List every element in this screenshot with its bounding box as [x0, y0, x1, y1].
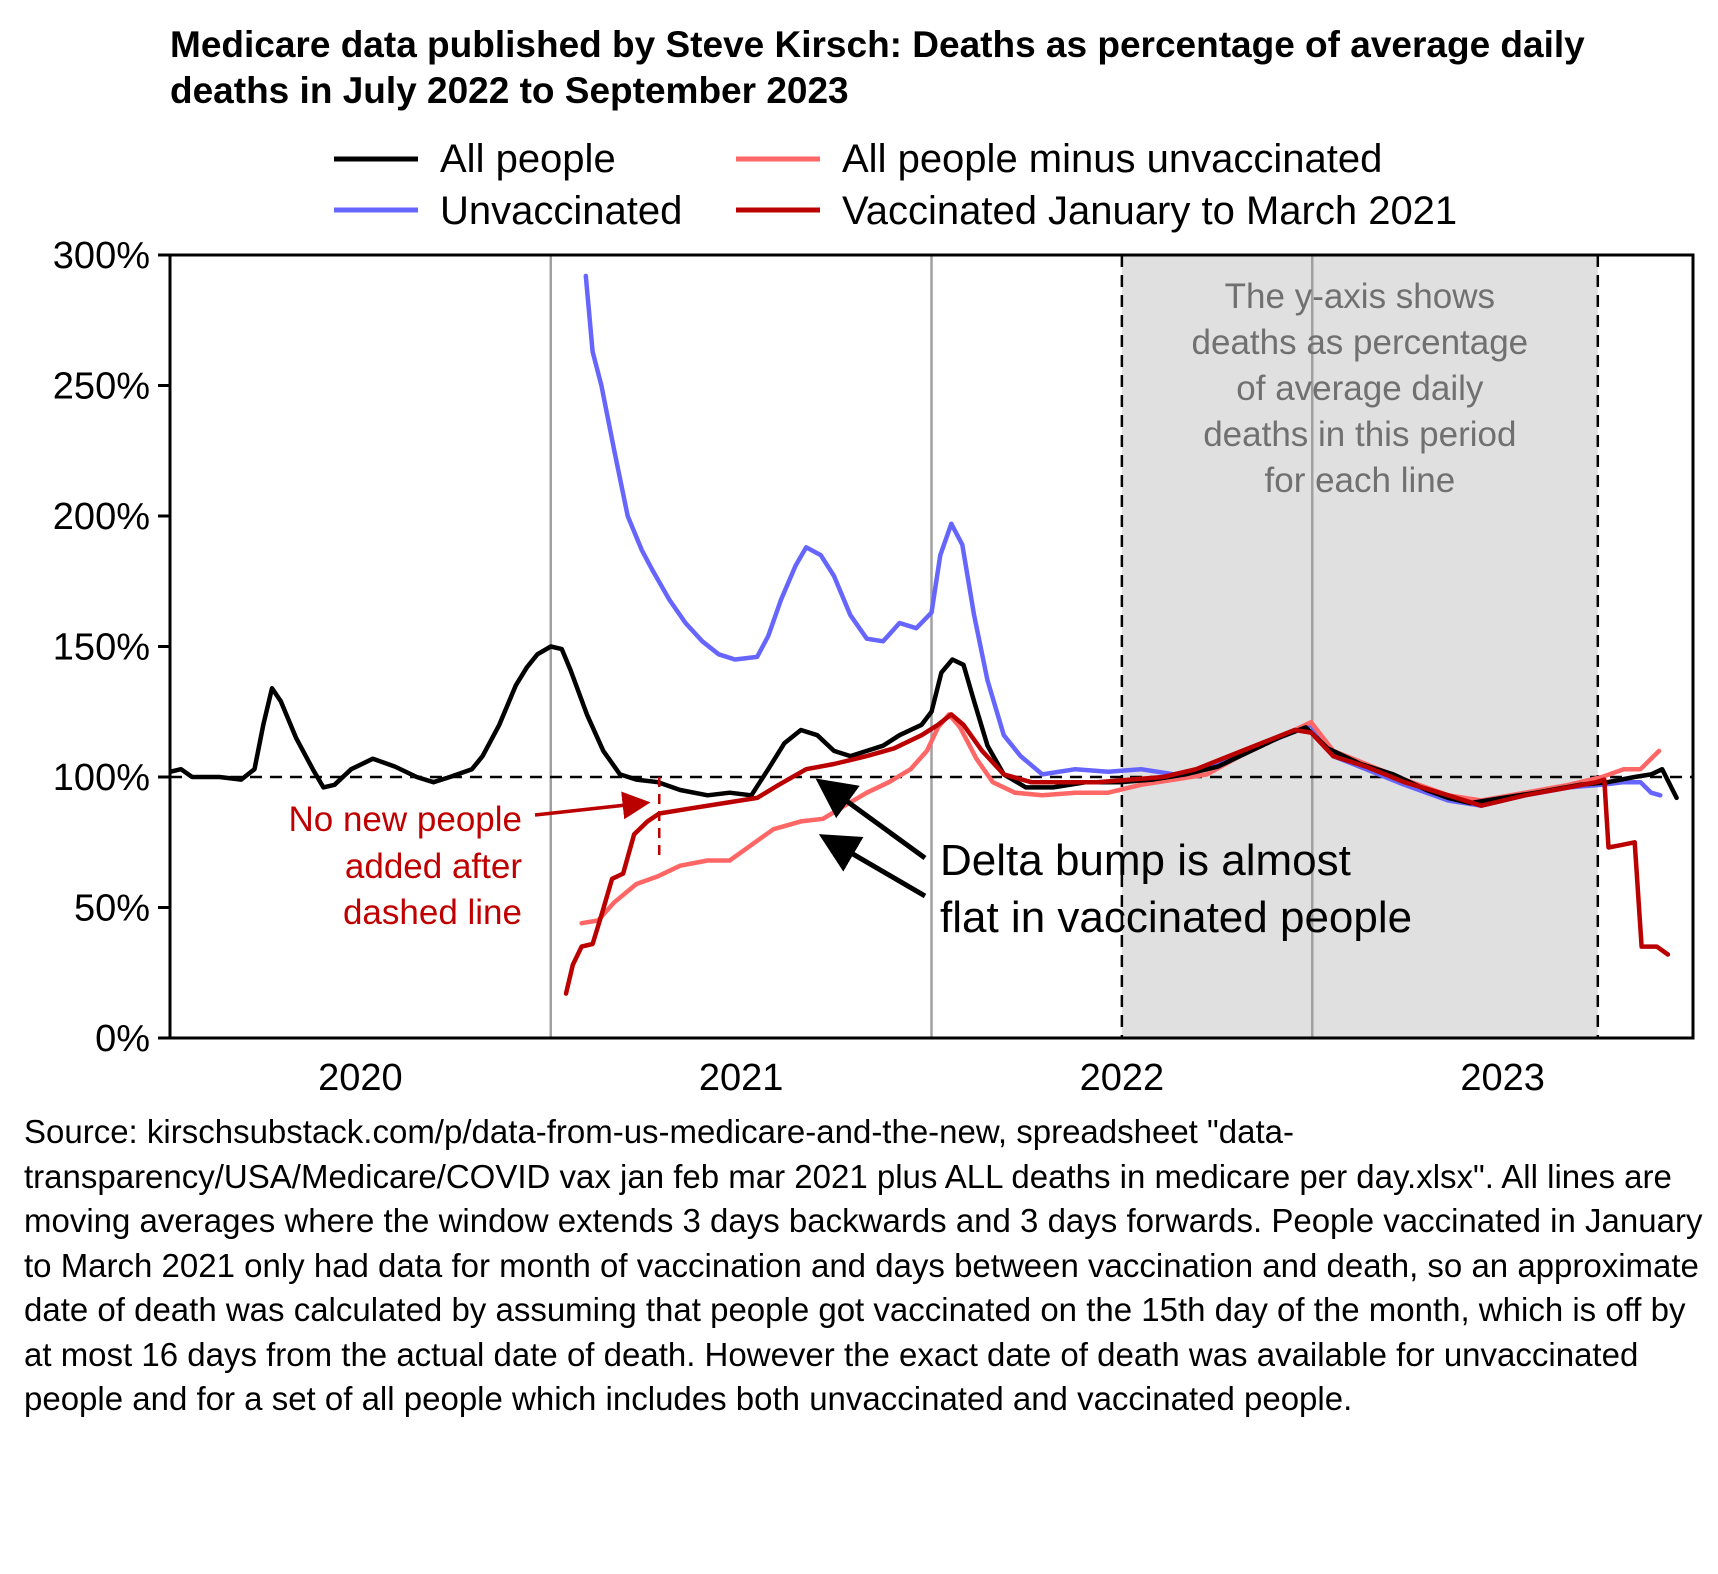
y-tick-label: 200% — [53, 496, 150, 538]
chart-title: Medicare data published by Steve Kirsch:… — [170, 24, 1585, 111]
y-tick-label: 0% — [95, 1018, 150, 1060]
y-tick-label: 250% — [53, 366, 150, 408]
legend: All people Unvaccinated All people minus… — [334, 137, 1457, 233]
legend-label: All people — [440, 137, 616, 181]
series-group — [170, 273, 1679, 996]
delta-bump-label: Delta bump is almost flat in vaccinated … — [940, 836, 1412, 942]
shaded-period-boundaries — [1120, 255, 1600, 1038]
delta-arrow-vaccinated — [815, 778, 927, 861]
annotation-line: flat in vaccinated people — [940, 893, 1412, 942]
legend-item-unvaccinated: Unvaccinated — [334, 189, 682, 233]
annotation-line: dashed line — [343, 893, 522, 932]
x-axis: 2020 2021 2022 2023 — [318, 1057, 1545, 1099]
annotation-line: Delta bump is almost — [940, 836, 1351, 885]
note-line: deaths as percentage — [1192, 323, 1529, 362]
y-axis: 0% 50% 100% 150% 200% 250% 300% — [53, 235, 170, 1060]
legend-item-all-minus-unvaccinated: All people minus unvaccinated — [736, 137, 1382, 181]
legend-label: Unvaccinated — [440, 189, 682, 233]
no-new-people-label: No new people added after dashed line — [289, 800, 523, 932]
legend-item-vaccinated-jan-mar-2021: Vaccinated January to March 2021 — [736, 189, 1457, 233]
note-line: deaths in this period — [1203, 415, 1516, 454]
no-new-people-arrow — [534, 791, 651, 820]
note-line: of average daily — [1236, 369, 1484, 408]
x-tick-label: 2020 — [318, 1057, 403, 1099]
series-line-unvaccinated — [583, 273, 1663, 808]
x-tick-label: 2021 — [699, 1057, 784, 1099]
note-line: The y-axis shows — [1225, 277, 1495, 316]
series-line-all-people-minus-unvaccinated — [579, 712, 1662, 926]
delta-arrow-minus-unvaccinated — [818, 834, 927, 899]
y-tick-label: 300% — [53, 235, 150, 277]
annotation-line: No new people — [289, 800, 523, 839]
x-tick-label: 2022 — [1080, 1057, 1165, 1099]
source-note: Source: kirschsubstack.com/p/data-from-u… — [24, 1113, 1703, 1417]
y-tick-label: 100% — [53, 757, 150, 799]
x-tick-label: 2023 — [1460, 1057, 1545, 1099]
y-tick-label: 50% — [74, 888, 150, 930]
legend-label: All people minus unvaccinated — [842, 137, 1382, 181]
annotation-line: added after — [345, 847, 522, 886]
line-chart: All people Unvaccinated All people minus… — [53, 137, 1695, 1099]
series-line-vaccinated-january-to-march-2021 — [563, 712, 1671, 996]
legend-item-all-people: All people — [334, 137, 616, 181]
legend-label: Vaccinated January to March 2021 — [842, 189, 1457, 233]
note-line: for each line — [1265, 461, 1456, 500]
shaded-period-note: The y-axis shows deaths as percentage of… — [1192, 277, 1529, 500]
shaded-period — [1121, 255, 1598, 1038]
y-tick-label: 150% — [53, 627, 150, 669]
series-line-all-people — [170, 644, 1679, 806]
